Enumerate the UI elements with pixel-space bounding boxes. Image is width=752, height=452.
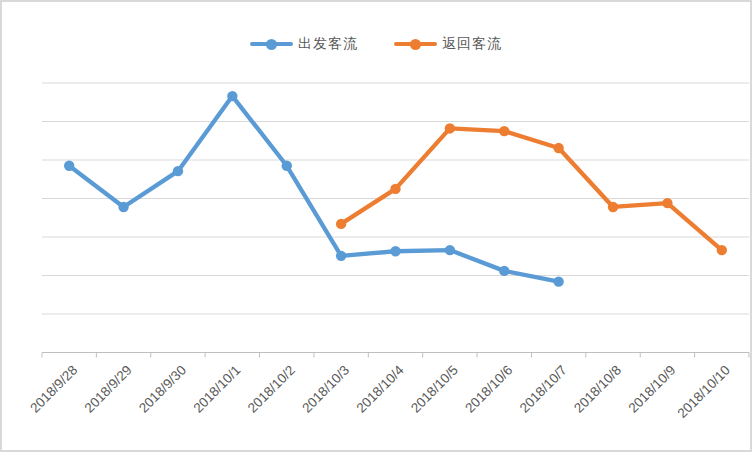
x-axis-label: 2018/10/6 bbox=[462, 363, 515, 416]
legend-dot-swatch bbox=[266, 39, 277, 50]
data-point-return[interactable] bbox=[390, 184, 400, 194]
data-point-return[interactable] bbox=[662, 198, 672, 208]
data-point-departure[interactable] bbox=[390, 246, 400, 256]
data-point-departure[interactable] bbox=[336, 251, 346, 261]
series-line-departure bbox=[69, 96, 558, 282]
x-axis-label: 2018/9/29 bbox=[82, 363, 135, 416]
x-axis-label: 2018/10/1 bbox=[190, 363, 243, 416]
data-point-return[interactable] bbox=[553, 143, 563, 153]
x-axis-label: 2018/10/9 bbox=[625, 363, 678, 416]
line-series-marker-icon bbox=[394, 39, 437, 50]
x-axis-label: 2018/10/8 bbox=[571, 363, 624, 416]
data-point-departure[interactable] bbox=[118, 202, 128, 212]
x-axis-label: 2018/10/4 bbox=[354, 362, 407, 415]
data-point-return[interactable] bbox=[717, 245, 727, 255]
data-point-departure[interactable] bbox=[282, 161, 292, 171]
x-axis-label: 2018/10/10 bbox=[675, 363, 733, 421]
line-series-marker-icon bbox=[250, 39, 293, 50]
x-axis-label: 2018/10/2 bbox=[245, 363, 298, 416]
x-axis-label: 2018/10/7 bbox=[517, 363, 570, 416]
chart-legend: 出发客流 返回客流 bbox=[2, 35, 750, 53]
data-point-return[interactable] bbox=[499, 126, 509, 136]
data-point-departure[interactable] bbox=[553, 276, 563, 286]
plot-area: 2018/9/282018/9/292018/9/302018/10/12018… bbox=[2, 2, 750, 450]
x-axis-label: 2018/9/28 bbox=[27, 363, 80, 416]
legend-item-departure-flow[interactable]: 出发客流 bbox=[250, 35, 358, 53]
data-point-departure[interactable] bbox=[499, 266, 509, 276]
data-point-return[interactable] bbox=[445, 123, 455, 133]
data-point-departure[interactable] bbox=[173, 166, 183, 176]
legend-label-return-flow: 返回客流 bbox=[442, 35, 502, 53]
chart-container: 出发客流 返回客流 2018/9/282018/9/292018/9/30201… bbox=[0, 0, 752, 452]
x-axis-label: 2018/9/30 bbox=[136, 363, 189, 416]
x-axis-label: 2018/10/3 bbox=[299, 363, 352, 416]
legend-label-departure-flow: 出发客流 bbox=[298, 35, 358, 53]
data-point-return[interactable] bbox=[608, 202, 618, 212]
legend-item-return-flow[interactable]: 返回客流 bbox=[394, 35, 502, 53]
legend-dot-swatch bbox=[410, 39, 421, 50]
data-point-return[interactable] bbox=[336, 219, 346, 229]
data-point-departure[interactable] bbox=[64, 161, 74, 171]
data-point-departure[interactable] bbox=[227, 91, 237, 101]
data-point-departure[interactable] bbox=[445, 245, 455, 255]
x-axis-label: 2018/10/5 bbox=[408, 363, 461, 416]
